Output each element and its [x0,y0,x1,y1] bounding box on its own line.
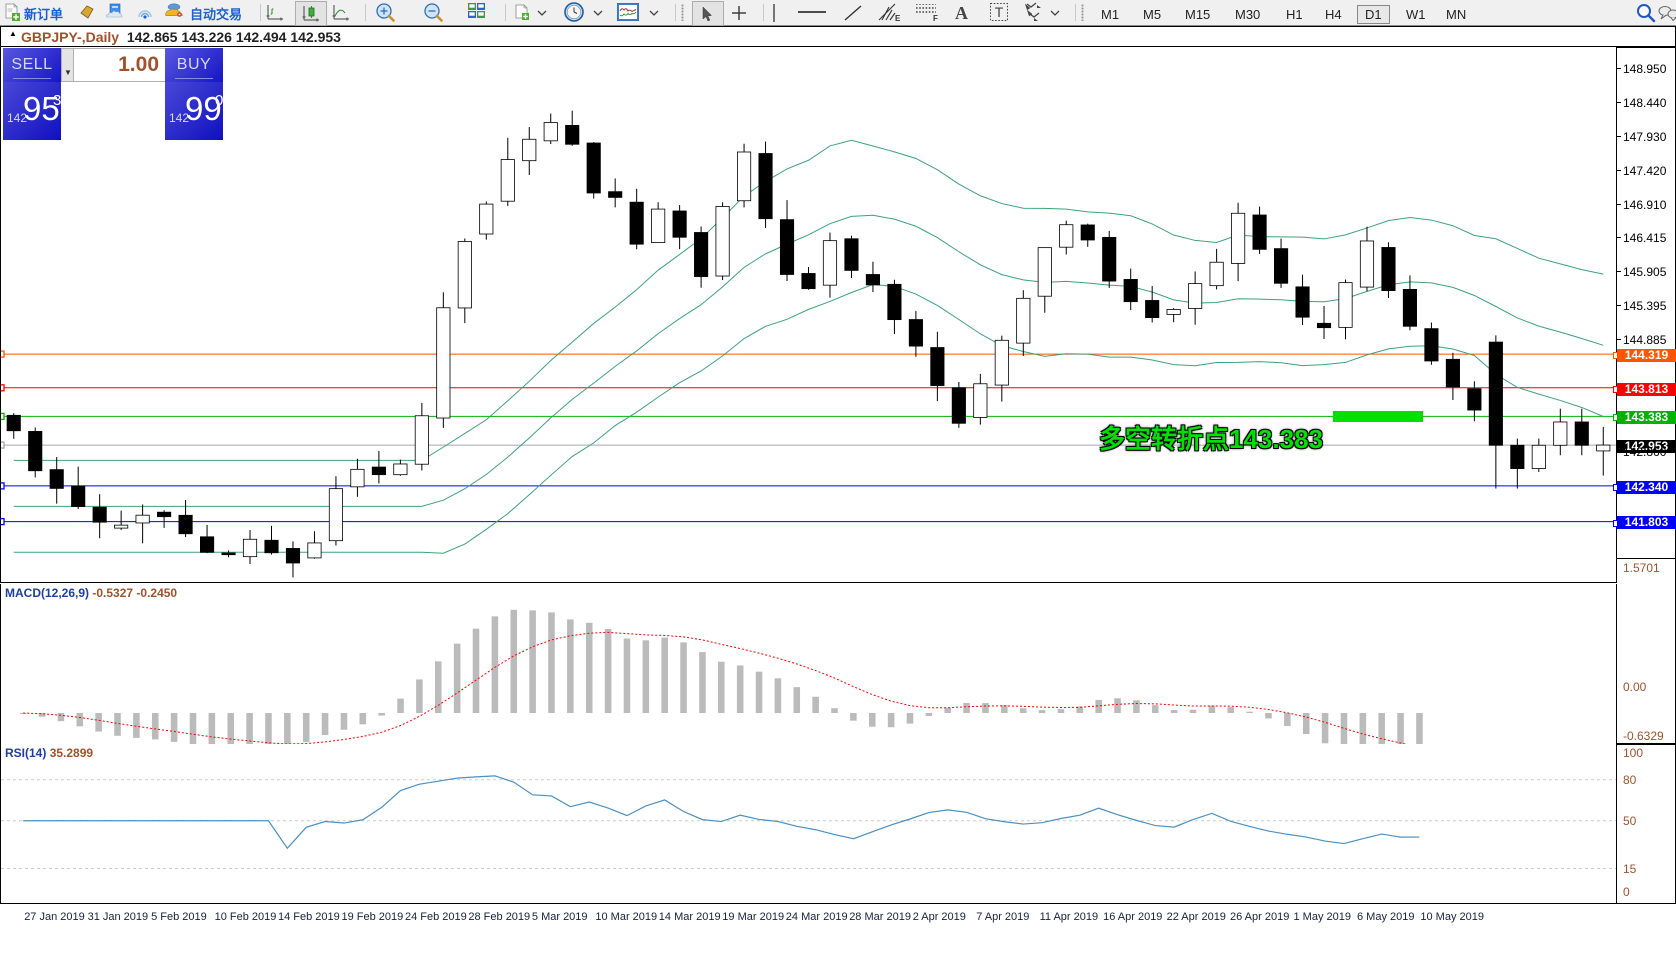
svg-text:T: T [995,4,1004,20]
